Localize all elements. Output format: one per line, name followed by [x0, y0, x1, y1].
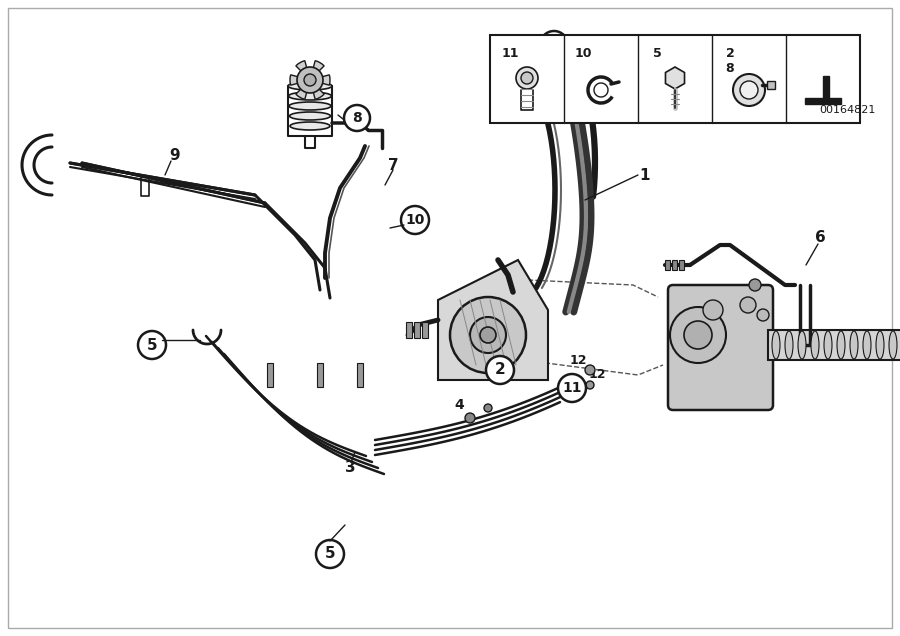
- Ellipse shape: [288, 82, 332, 90]
- Circle shape: [757, 309, 769, 321]
- Circle shape: [450, 297, 526, 373]
- Bar: [767, 81, 775, 89]
- Circle shape: [484, 404, 492, 412]
- Polygon shape: [805, 76, 841, 104]
- Wedge shape: [296, 80, 310, 99]
- Circle shape: [540, 31, 568, 59]
- Text: 10: 10: [574, 47, 592, 60]
- Text: 2
8: 2 8: [725, 47, 734, 75]
- Circle shape: [297, 67, 323, 93]
- Circle shape: [516, 67, 538, 89]
- Ellipse shape: [811, 331, 819, 359]
- Circle shape: [585, 365, 595, 375]
- Text: 5: 5: [325, 546, 336, 562]
- Wedge shape: [310, 80, 324, 99]
- Circle shape: [733, 74, 765, 106]
- Circle shape: [401, 206, 429, 234]
- Circle shape: [138, 331, 166, 359]
- Polygon shape: [438, 260, 548, 380]
- Circle shape: [670, 307, 726, 363]
- Circle shape: [344, 105, 370, 131]
- Circle shape: [316, 540, 344, 568]
- Circle shape: [304, 74, 316, 86]
- Bar: [317, 363, 323, 387]
- Text: 6: 6: [814, 230, 825, 245]
- Bar: [357, 363, 363, 387]
- Text: 3: 3: [345, 460, 356, 476]
- Ellipse shape: [289, 102, 331, 110]
- Ellipse shape: [772, 331, 780, 359]
- Bar: [422, 322, 428, 338]
- Ellipse shape: [290, 122, 330, 130]
- Ellipse shape: [876, 331, 884, 359]
- Circle shape: [586, 381, 594, 389]
- Bar: [406, 322, 412, 338]
- FancyBboxPatch shape: [668, 285, 773, 410]
- Bar: [679, 260, 684, 270]
- Ellipse shape: [850, 331, 858, 359]
- Wedge shape: [310, 60, 324, 80]
- Text: 10: 10: [405, 213, 425, 227]
- Text: 12: 12: [569, 354, 587, 366]
- Text: 5: 5: [147, 338, 158, 352]
- Text: 7: 7: [388, 158, 399, 172]
- Ellipse shape: [289, 92, 331, 100]
- Ellipse shape: [290, 112, 330, 120]
- Circle shape: [740, 81, 758, 99]
- Ellipse shape: [837, 331, 845, 359]
- Bar: [665, 260, 670, 270]
- Text: 4: 4: [454, 398, 464, 412]
- Text: 11: 11: [501, 47, 518, 60]
- Bar: [414, 322, 420, 338]
- Circle shape: [470, 317, 506, 353]
- Bar: [490, 35, 860, 123]
- Text: 2: 2: [549, 38, 560, 53]
- Text: 5: 5: [652, 47, 662, 60]
- Circle shape: [703, 300, 723, 320]
- Text: 12: 12: [589, 368, 606, 382]
- Circle shape: [480, 327, 496, 343]
- Wedge shape: [310, 75, 330, 85]
- Ellipse shape: [889, 331, 897, 359]
- Text: 8: 8: [352, 111, 362, 125]
- Ellipse shape: [785, 331, 793, 359]
- Text: 2: 2: [495, 363, 506, 378]
- Text: 1: 1: [640, 167, 650, 183]
- Circle shape: [558, 374, 586, 402]
- Wedge shape: [290, 75, 310, 85]
- Circle shape: [486, 356, 514, 384]
- Circle shape: [684, 321, 712, 349]
- Bar: [672, 260, 677, 270]
- Ellipse shape: [863, 331, 871, 359]
- Ellipse shape: [824, 331, 832, 359]
- Text: 11: 11: [562, 381, 581, 395]
- Circle shape: [521, 72, 533, 84]
- Circle shape: [749, 279, 761, 291]
- Text: 9: 9: [170, 148, 180, 163]
- Circle shape: [465, 413, 475, 423]
- Circle shape: [740, 297, 756, 313]
- Wedge shape: [296, 60, 310, 80]
- Bar: [267, 363, 273, 387]
- Ellipse shape: [798, 331, 806, 359]
- Bar: [768, 330, 900, 360]
- Text: 00164821: 00164821: [820, 105, 876, 115]
